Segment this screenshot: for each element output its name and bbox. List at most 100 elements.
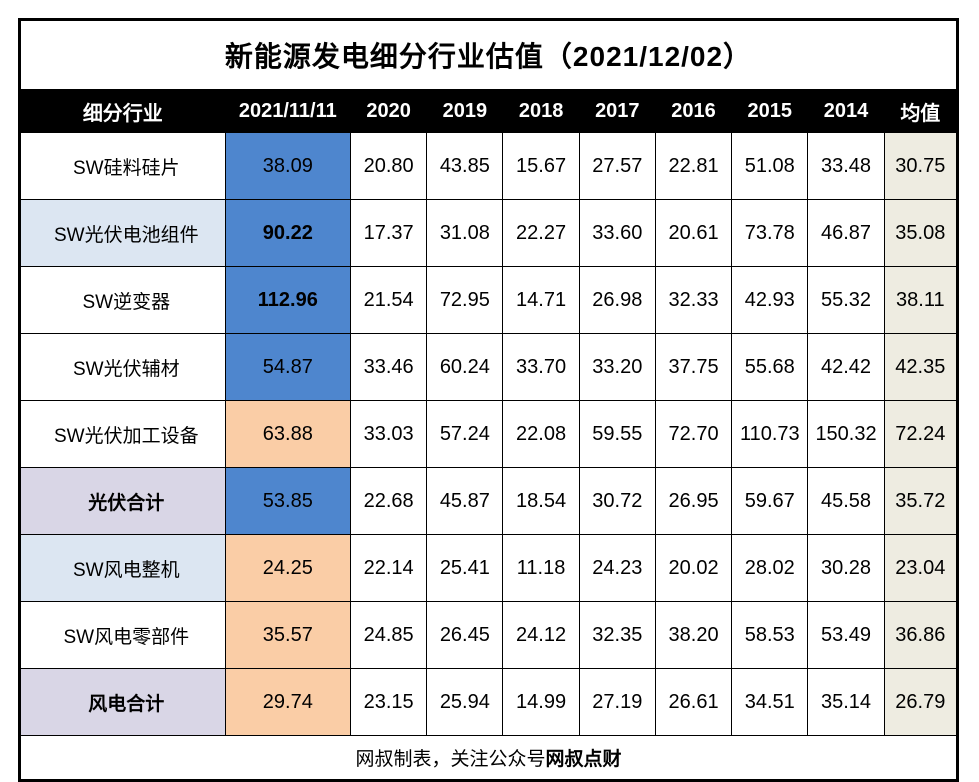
column-header-industry: 细分行业 <box>19 89 226 133</box>
year-value-cell: 14.99 <box>502 668 580 736</box>
column-header: 2018 <box>502 89 580 133</box>
year-value-cell: 43.85 <box>426 132 504 200</box>
table-row: 风电合计 29.74 23.15 25.94 14.99 27.19 26.61 34.51 3… <box>19 668 959 736</box>
row-label-cell: SW硅料硅片 <box>19 132 226 200</box>
footer-note: 网叔制表，关注公众号网叔点财 <box>19 735 958 781</box>
column-header: 2019 <box>426 89 504 133</box>
year-value-cell: 22.81 <box>654 132 733 200</box>
year-value-cell: 24.85 <box>349 601 428 669</box>
footer-note-regular: 网叔制表，关注公众号 <box>355 749 546 770</box>
year-value-cell: 73.78 <box>731 199 809 267</box>
year-value-cell: 31.08 <box>426 199 504 267</box>
mean-value-cell: 23.04 <box>883 534 959 602</box>
year-value-cell: 11.18 <box>502 534 580 602</box>
year-value-cell: 24.23 <box>578 534 656 602</box>
current-value-cell: 38.09 <box>224 132 352 200</box>
year-value-cell: 27.19 <box>578 668 656 736</box>
column-header-row: 细分行业 2021/11/11 2020 2019 2018 2017 2016 2015 20… <box>19 89 959 133</box>
year-value-cell: 37.75 <box>654 333 733 401</box>
year-value-cell: 32.35 <box>578 601 656 669</box>
year-value-cell: 42.42 <box>807 333 885 401</box>
year-value-cell: 17.37 <box>349 199 428 267</box>
column-header: 2021/11/11 <box>224 89 352 133</box>
year-value-cell: 35.14 <box>807 668 885 736</box>
current-value-cell: 35.57 <box>224 601 352 669</box>
year-value-cell: 26.45 <box>426 601 504 669</box>
year-value-cell: 33.20 <box>578 333 656 401</box>
year-value-cell: 59.55 <box>578 400 656 468</box>
year-value-cell: 28.02 <box>731 534 809 602</box>
year-value-cell: 30.72 <box>578 467 656 535</box>
year-value-cell: 150.32 <box>807 400 885 468</box>
year-value-cell: 46.87 <box>807 199 885 267</box>
current-value-cell: 54.87 <box>224 333 352 401</box>
valuation-table: 新能源发电细分行业估值（2021/12/02） 细分行业 2021/11/11 20… <box>18 18 959 782</box>
year-value-cell: 45.58 <box>807 467 885 535</box>
year-value-cell: 72.70 <box>654 400 733 468</box>
title-row: 新能源发电细分行业估值（2021/12/02） <box>19 19 958 90</box>
year-value-cell: 26.61 <box>654 668 733 736</box>
year-value-cell: 42.93 <box>731 266 809 334</box>
year-value-cell: 25.41 <box>426 534 504 602</box>
year-value-cell: 72.95 <box>426 266 504 334</box>
year-value-cell: 33.46 <box>349 333 428 401</box>
table-title: 新能源发电细分行业估值（2021/12/02） <box>19 19 958 90</box>
footer-note-bold: 网叔点财 <box>545 749 622 770</box>
year-value-cell: 58.53 <box>731 601 809 669</box>
year-value-cell: 33.03 <box>349 400 428 468</box>
current-value-cell: 29.74 <box>224 668 352 736</box>
mean-value-cell: 35.08 <box>883 199 959 267</box>
mean-value-cell: 42.35 <box>883 333 959 401</box>
year-value-cell: 33.48 <box>807 132 885 200</box>
column-header: 2016 <box>654 89 733 133</box>
mean-value-cell: 38.11 <box>883 266 959 334</box>
table-row: 光伏合计 53.85 22.68 45.87 18.54 30.72 26.95 59.67 4… <box>19 467 959 535</box>
year-value-cell: 20.80 <box>349 132 428 200</box>
column-header: 2020 <box>349 89 428 133</box>
year-value-cell: 55.68 <box>731 333 809 401</box>
year-value-cell: 45.87 <box>426 467 504 535</box>
current-value-cell: 24.25 <box>224 534 352 602</box>
year-value-cell: 34.51 <box>731 668 809 736</box>
row-label-cell: SW光伏辅材 <box>19 333 226 401</box>
year-value-cell: 23.15 <box>349 668 428 736</box>
row-label-cell: SW风电整机 <box>19 534 226 602</box>
year-value-cell: 22.08 <box>502 400 580 468</box>
row-label-cell: SW光伏电池组件 <box>19 199 226 267</box>
year-value-cell: 59.67 <box>731 467 809 535</box>
row-label-cell: SW逆变器 <box>19 266 226 334</box>
year-value-cell: 18.54 <box>502 467 580 535</box>
year-value-cell: 51.08 <box>731 132 809 200</box>
table-row: SW光伏加工设备 63.88 33.03 57.24 22.08 59.55 72.70 11… <box>19 400 959 468</box>
mean-value-cell: 26.79 <box>883 668 959 736</box>
year-value-cell: 33.60 <box>578 199 656 267</box>
year-value-cell: 26.98 <box>578 266 656 334</box>
year-value-cell: 32.33 <box>654 266 733 334</box>
year-value-cell: 60.24 <box>426 333 504 401</box>
year-value-cell: 26.95 <box>654 467 733 535</box>
footer-row: 网叔制表，关注公众号网叔点财 <box>19 735 958 781</box>
current-value-cell: 112.96 <box>224 266 352 334</box>
row-label-cell: 风电合计 <box>19 668 226 736</box>
current-value-cell: 53.85 <box>224 467 352 535</box>
year-value-cell: 57.24 <box>426 400 504 468</box>
year-value-cell: 27.57 <box>578 132 656 200</box>
row-label-cell: 光伏合计 <box>19 467 226 535</box>
year-value-cell: 33.70 <box>502 333 580 401</box>
table-row: SW逆变器 112.96 21.54 72.95 14.71 26.98 32.33 42.9… <box>19 266 959 334</box>
table-row: SW风电整机 24.25 22.14 25.41 11.18 24.23 20.02 28.0… <box>19 534 959 602</box>
column-header: 2015 <box>731 89 809 133</box>
year-value-cell: 53.49 <box>807 601 885 669</box>
row-label-cell: SW光伏加工设备 <box>19 400 226 468</box>
column-header: 2017 <box>578 89 656 133</box>
year-value-cell: 22.27 <box>502 199 580 267</box>
mean-value-cell: 30.75 <box>883 132 959 200</box>
year-value-cell: 38.20 <box>654 601 733 669</box>
year-value-cell: 22.14 <box>349 534 428 602</box>
mean-value-cell: 35.72 <box>883 467 959 535</box>
year-value-cell: 21.54 <box>349 266 428 334</box>
year-value-cell: 30.28 <box>807 534 885 602</box>
year-value-cell: 20.02 <box>654 534 733 602</box>
current-value-cell: 63.88 <box>224 400 352 468</box>
current-value-cell: 90.22 <box>224 199 352 267</box>
